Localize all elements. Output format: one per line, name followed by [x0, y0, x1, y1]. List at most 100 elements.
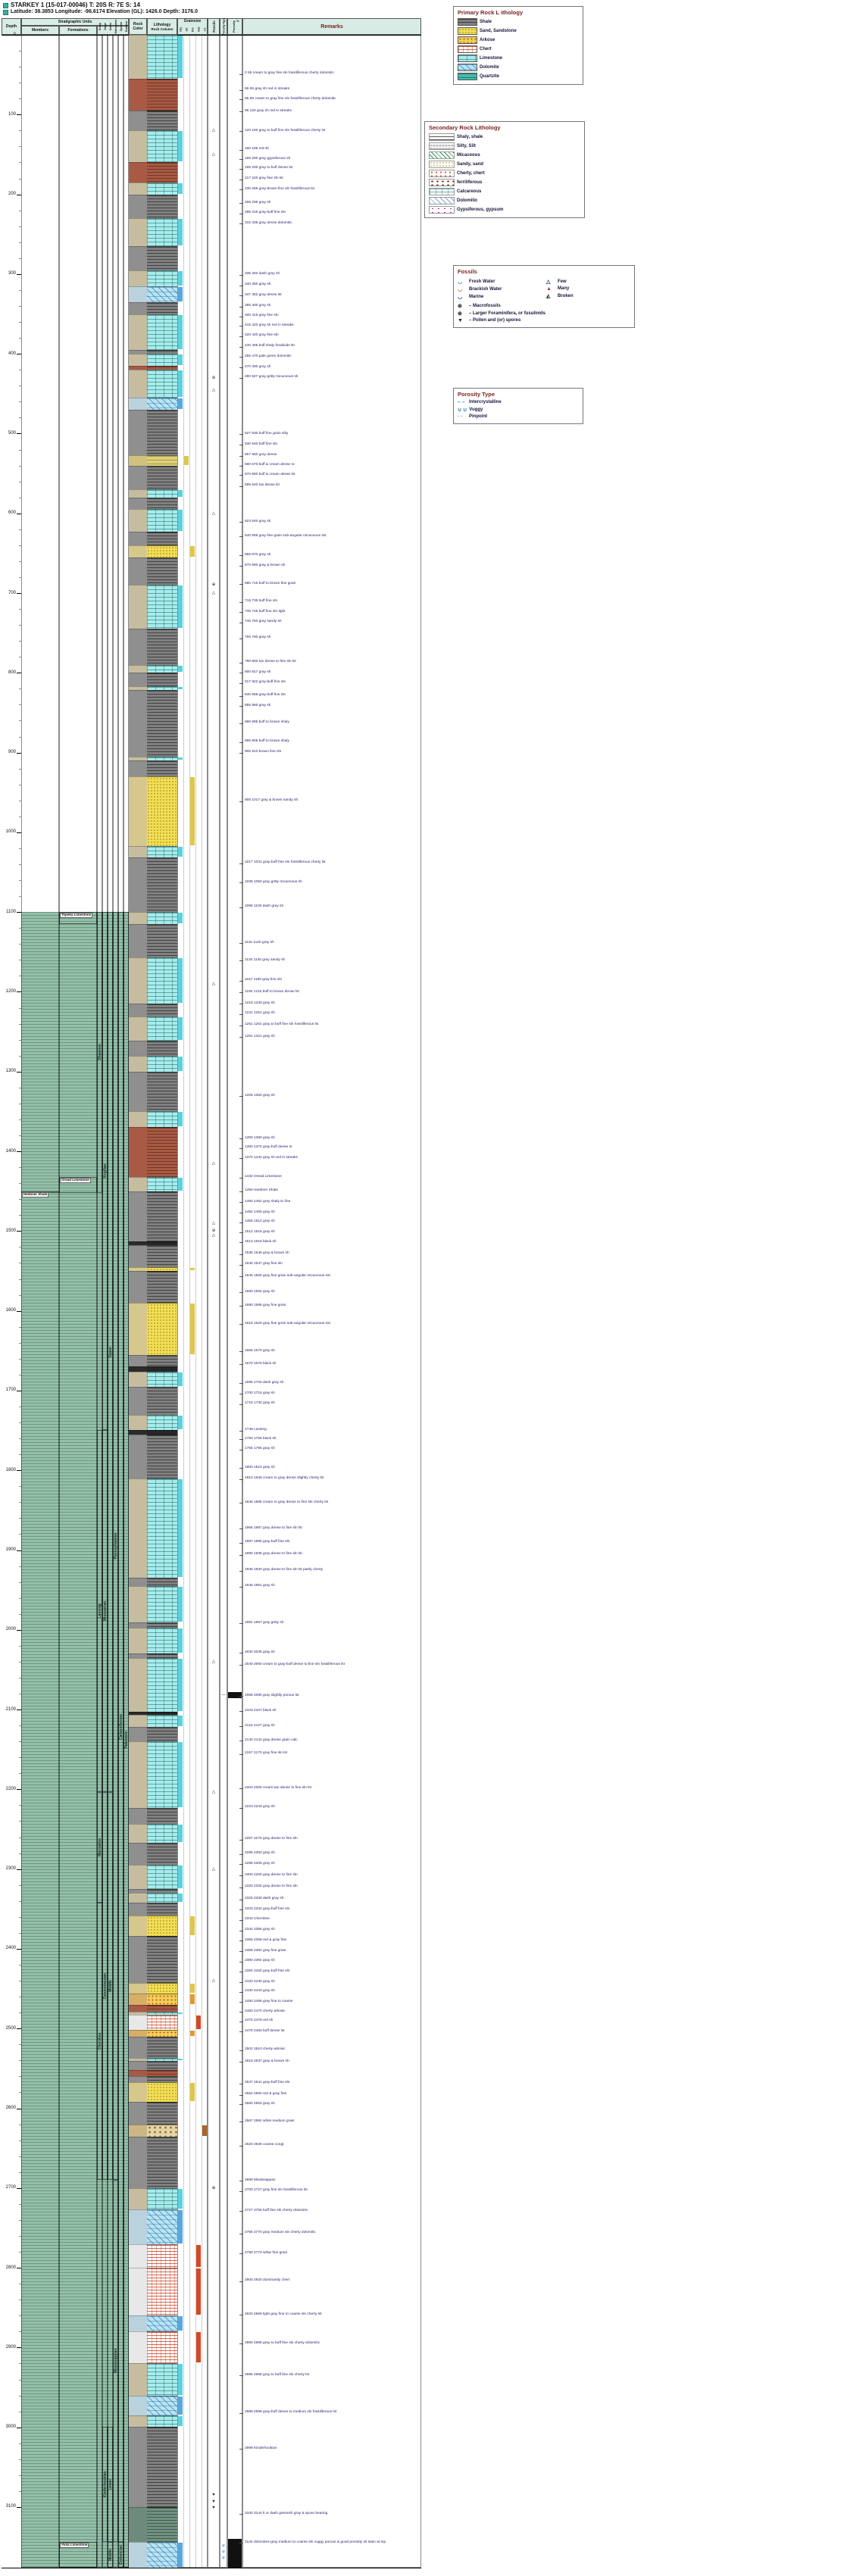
remark-leader [239, 336, 243, 337]
rock-color-interval [129, 857, 147, 913]
remark-leader [239, 1242, 243, 1244]
depth-tick-label: 2800 [5, 2265, 16, 2270]
remark-text: 295 315 gray-buff fine sln [245, 211, 286, 215]
depth-tick [17, 2028, 21, 2030]
legend-fossils-grid: ◡ Fresh Water ◡ Brackish Water ◡ Marine △ Few ▲ M… [458, 277, 630, 301]
shale-pattern-swatch [458, 18, 477, 26]
depth-minor-tick [19, 768, 21, 770]
remark-text: 745 760 gray sandy sh [245, 620, 282, 624]
depth-tick [17, 593, 21, 595]
remark-text: 1157 1190 gray fine sln [245, 978, 283, 982]
header-porosity-type-label: Porosity Type [222, 17, 225, 36]
legend-label: Dolomite [480, 64, 499, 70]
lithology-interval [147, 1823, 177, 1843]
remark-leader [239, 2449, 243, 2450]
lithology-interval [147, 923, 177, 958]
depth-minor-tick [19, 305, 21, 307]
lithology-interval [147, 1842, 177, 1866]
remark-text: 557 560 gray dense [245, 453, 277, 457]
remark-leader [239, 1430, 243, 1432]
remark-leader [239, 1147, 243, 1149]
rock-color-interval [129, 690, 147, 757]
remark-text: 2203 2205 cream-tan dense to fine sln ls… [245, 1785, 311, 1790]
remark-text: 3100 3144 lt or dash greenish gray & spo… [245, 2511, 328, 2515]
lithology-interval [147, 465, 177, 490]
lithology-interval [147, 1741, 177, 1808]
strat-chip-members: Heebner Shale [22, 1191, 49, 1197]
legend-glyph: ◭ [546, 294, 551, 299]
remark-text: 2537 2541 gray-buff fine sln [245, 2081, 290, 2085]
grainsize-bar [190, 1267, 195, 1270]
legend-secondary-item: Cherty, chert [429, 170, 580, 177]
rock-color-interval [129, 2030, 147, 2037]
lithology-interval [147, 1915, 177, 1937]
depth-tick-label: 2200 [5, 1786, 16, 1791]
lithology-interval [147, 957, 177, 1004]
rock-color-interval [129, 2061, 147, 2070]
remark-text: 2103 2107 black sh [245, 1708, 277, 1713]
rock-color-interval [129, 2076, 147, 2082]
remark-leader [239, 2050, 243, 2051]
depth-minor-tick [19, 2379, 21, 2381]
remark-leader [239, 168, 243, 170]
remark-text: 2065 2090 gray slightly porous lst [245, 1693, 299, 1697]
depth-minor-tick [19, 2092, 21, 2094]
rock-color-interval [129, 2124, 147, 2137]
depth-tick-label: 1400 [5, 1148, 16, 1154]
depth-tick-label: 2900 [5, 2344, 16, 2350]
header-grain-crs: crs [203, 27, 206, 32]
grainsize-bar [178, 1894, 183, 1902]
depth-tick [17, 991, 21, 993]
depth-minor-tick [19, 560, 21, 562]
lithology-interval [147, 1266, 177, 1271]
legend-secondary-item: Shaly, shale [429, 133, 580, 141]
depth-minor-tick [19, 1422, 21, 1424]
depth-minor-tick [19, 1486, 21, 1488]
depth-minor-tick [19, 2490, 21, 2492]
rock-color-interval [129, 1386, 147, 1415]
rock-color-interval [129, 78, 147, 111]
lithology-interval [147, 845, 177, 857]
grainsize-bar [190, 2082, 195, 2102]
fossil-abundance-column: △ Few ▲ Many ◭ Broken [546, 277, 630, 301]
remark-text: 2620 2636 coarse congl. [245, 2143, 285, 2147]
remark-text: 640 655 gray fine grain sub-angular mica… [245, 533, 327, 538]
rock-color-interval [129, 1622, 147, 1628]
depth-tick-label: 200 [8, 192, 16, 197]
legend-label: Broken [558, 293, 574, 298]
remark-leader [239, 367, 243, 368]
remark-leader [239, 1696, 243, 1697]
lithology-interval [147, 354, 177, 366]
lithology-interval [147, 1807, 177, 1824]
remark-leader [239, 1991, 243, 1993]
remark-text: 595 640 tan dense lst [245, 483, 280, 488]
depth-minor-tick [19, 1613, 21, 1615]
rock-color-interval [129, 1888, 147, 1894]
legend-glyph: ⊛ [458, 304, 462, 309]
fossil-mark: ⊕ [211, 2185, 216, 2190]
grain-divider [183, 35, 184, 2568]
remark-text: 2700 2727 gray fine sln fossiliferous ls… [245, 2188, 308, 2193]
legend-fossil-water-item: ◡ Fresh Water [458, 279, 542, 285]
lithology-interval [147, 585, 177, 629]
remark-text: 1251 1261 gray to buff fine sln fossilif… [245, 1023, 319, 1027]
depth-minor-tick [19, 2012, 21, 2014]
grainsize-bar [178, 2059, 183, 2061]
depth-minor-tick [19, 1725, 21, 1727]
rock-color-interval [129, 2268, 147, 2316]
lithology-interval [147, 1653, 177, 1658]
depth-tick-label: 600 [8, 511, 16, 516]
fossil-mark: ▼ [211, 2499, 216, 2504]
legend-porosity-item: ∪ ∪ Vuggy [458, 407, 579, 413]
grainsize-bar [178, 1742, 183, 1807]
remark-text: 2122 2127 gray sh [245, 1723, 275, 1728]
remark-text: 2760 2770 white fine grain [245, 2250, 288, 2255]
lithology-interval [147, 398, 177, 410]
depth-minor-tick [19, 178, 21, 180]
lithology-interval [147, 776, 177, 846]
remark-leader [239, 2094, 243, 2096]
lithology-interval [147, 1055, 177, 1072]
remark-text: 2430 2443 gray sh [245, 1989, 275, 1994]
grainsize-bar [178, 665, 183, 673]
grainsize-bar [190, 777, 195, 845]
